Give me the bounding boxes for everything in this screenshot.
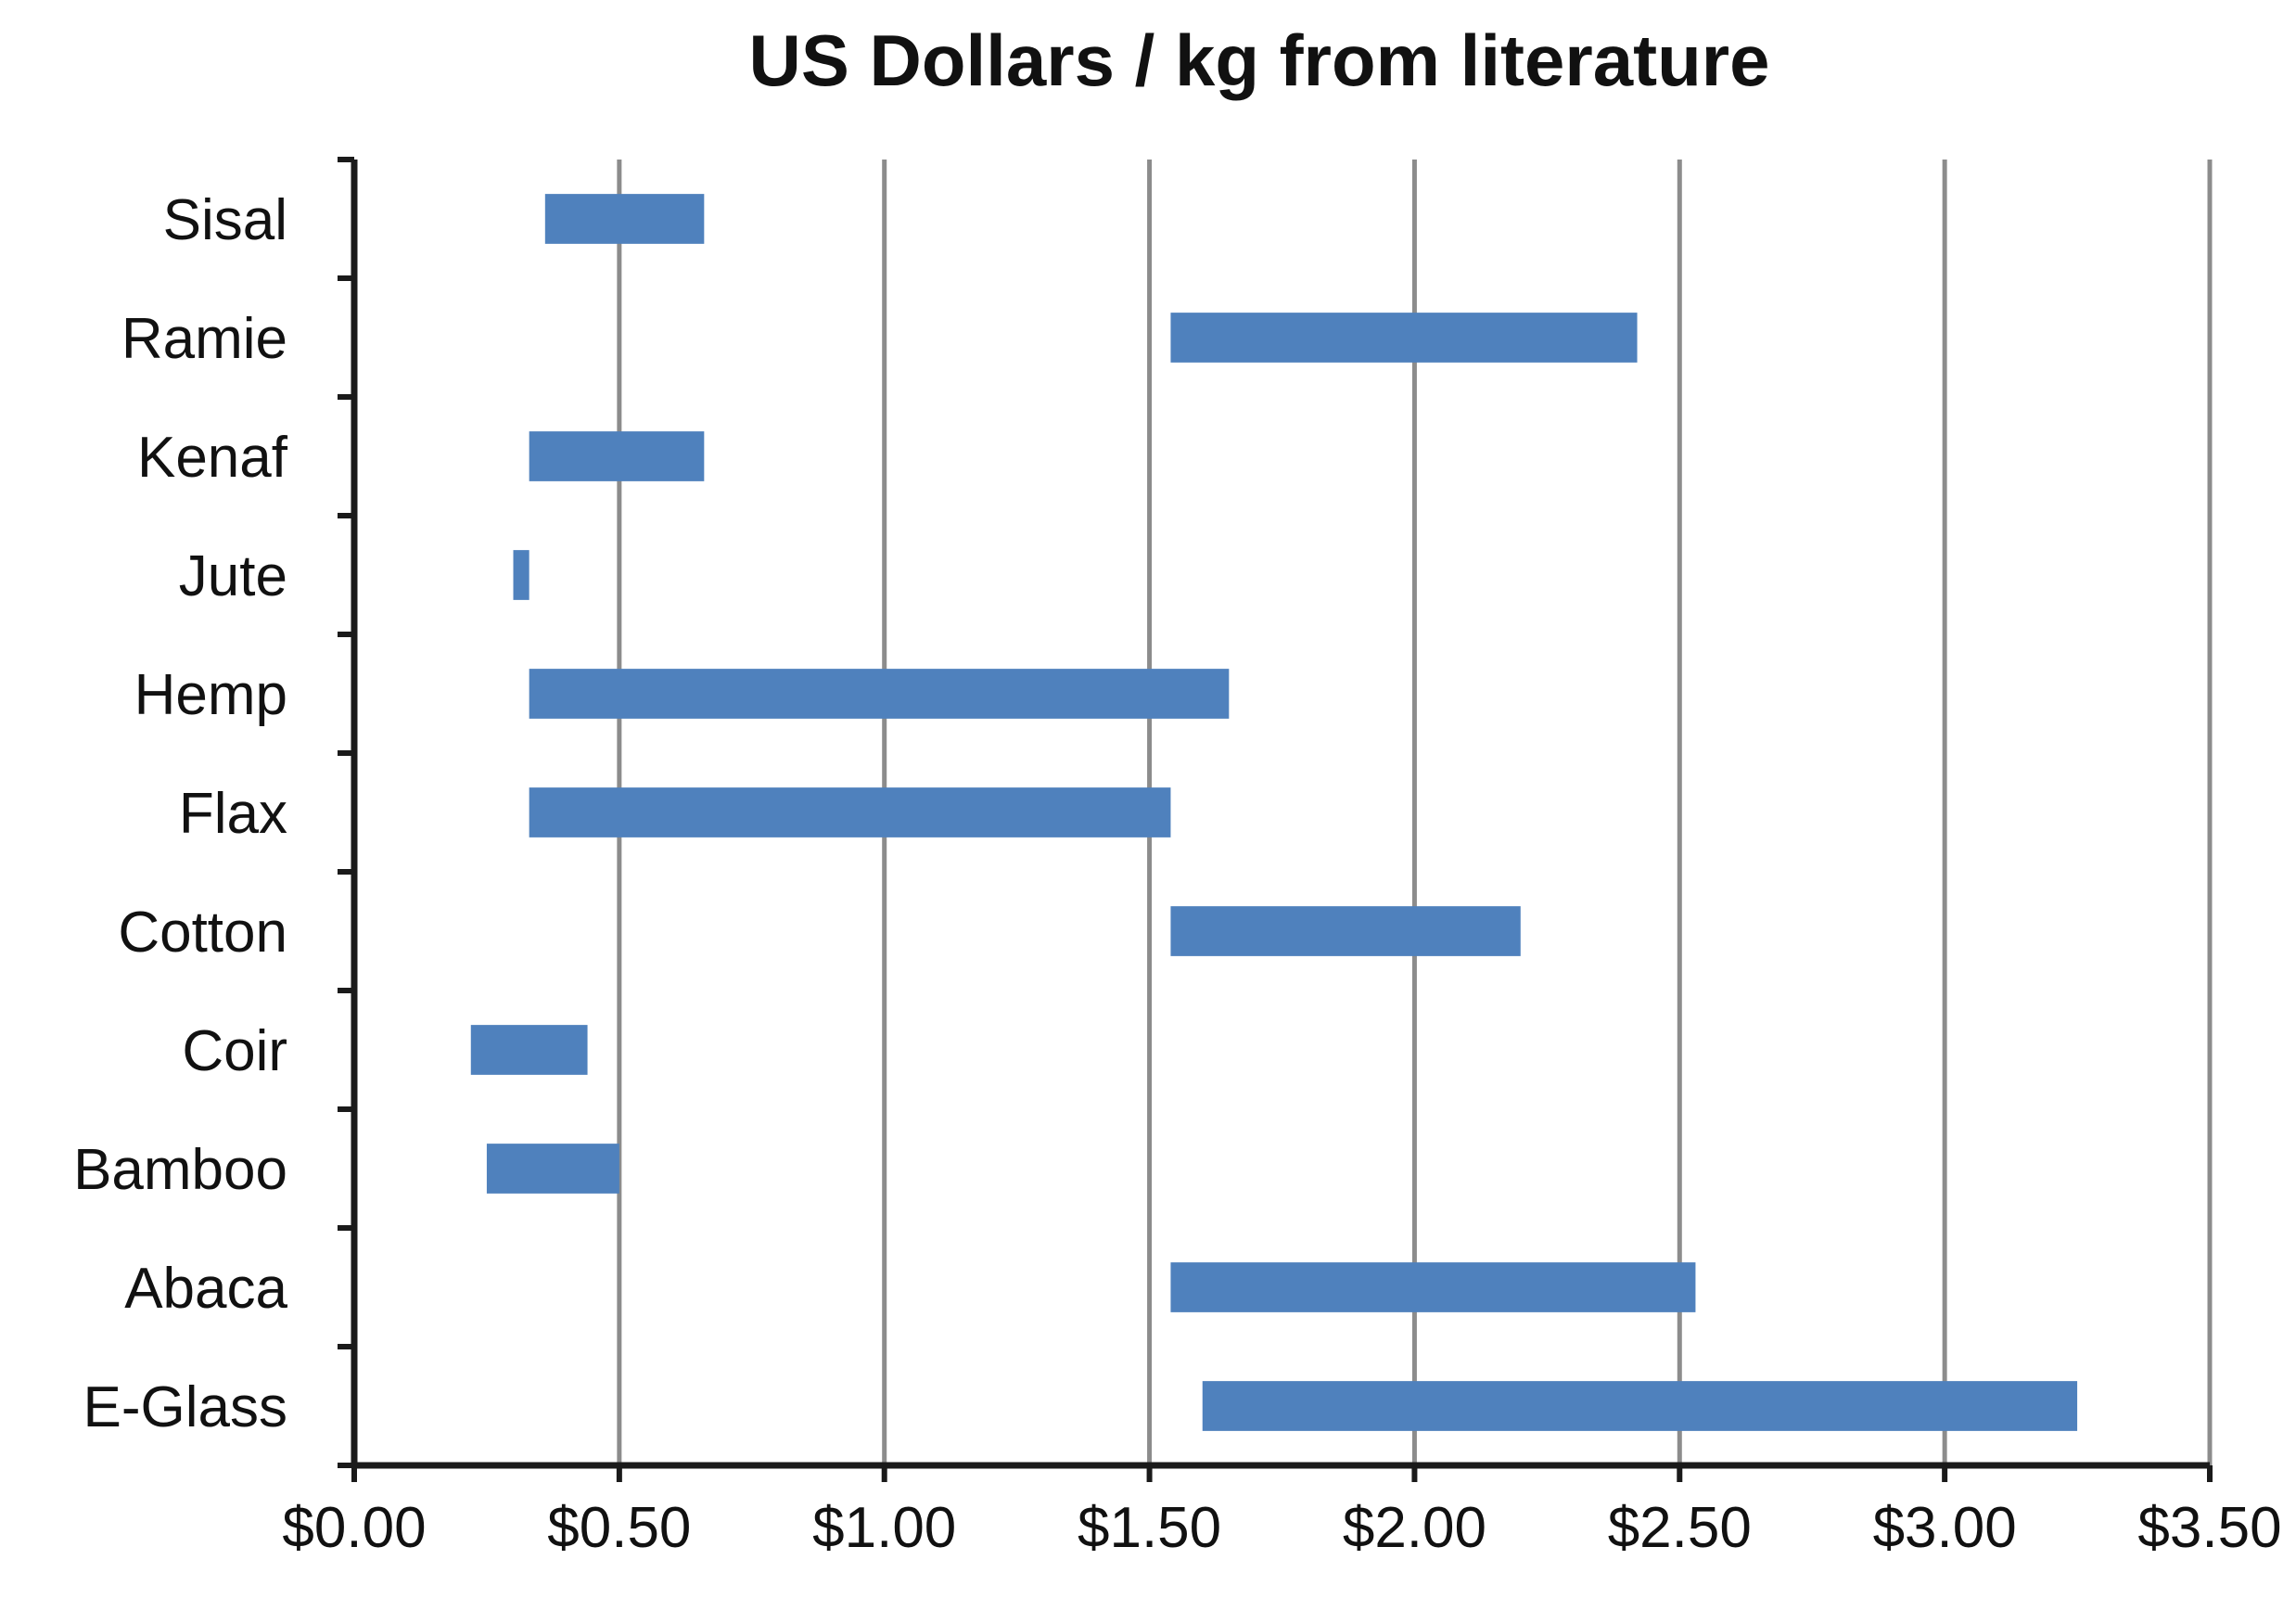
category-label-cotton: Cotton <box>118 901 287 965</box>
bar-ramie <box>1170 313 1638 363</box>
category-label-kenaf: Kenaf <box>137 426 288 490</box>
x-tick-label-3: $1.50 <box>1078 1496 1221 1560</box>
bar-sisal <box>544 194 705 244</box>
category-label-sisal: Sisal <box>163 188 287 252</box>
chart-title: US Dollars / kg from literature <box>749 19 1770 101</box>
x-tick-label-2: $1.00 <box>812 1496 956 1560</box>
category-label-bamboo: Bamboo <box>73 1138 287 1202</box>
x-tick-label-1: $0.50 <box>547 1496 691 1560</box>
x-tick-label-5: $2.50 <box>1608 1496 1752 1560</box>
bar-hemp <box>529 669 1230 719</box>
bar-bamboo <box>486 1144 619 1194</box>
y-axis-ticks <box>338 157 354 1468</box>
bar-flax <box>529 787 1171 837</box>
bar-jute <box>513 550 529 600</box>
bar-e-glass <box>1202 1381 2078 1431</box>
category-label-jute: Jute <box>179 544 287 608</box>
category-label-coir: Coir <box>182 1019 287 1083</box>
category-label-ramie: Ramie <box>121 307 287 371</box>
bars <box>470 194 2078 1431</box>
bar-coir <box>470 1025 588 1075</box>
bar-abaca <box>1170 1262 1696 1312</box>
x-tick-label-6: $3.00 <box>1873 1496 2017 1560</box>
bar-kenaf <box>529 431 705 481</box>
category-labels: Sisal Ramie Kenaf Jute Hemp Flax Cotton Coir Bam… <box>73 188 288 1439</box>
category-label-abaca: Abaca <box>124 1257 287 1321</box>
x-tick-label-7: $3.50 <box>2137 1496 2281 1560</box>
x-tick-label-4: $2.00 <box>1343 1496 1486 1560</box>
bar-cotton <box>1170 906 1521 956</box>
x-tick-label-0: $0.00 <box>282 1496 426 1560</box>
x-axis-tick-labels: $0.00 $0.50 $1.00 $1.50 $2.00 $2.50 $3.00 $3.50 <box>282 1465 2282 1560</box>
category-label-flax: Flax <box>179 782 287 846</box>
category-label-e-glass: E-Glass <box>83 1375 287 1439</box>
category-label-hemp: Hemp <box>134 663 287 727</box>
axes <box>351 160 2210 1469</box>
